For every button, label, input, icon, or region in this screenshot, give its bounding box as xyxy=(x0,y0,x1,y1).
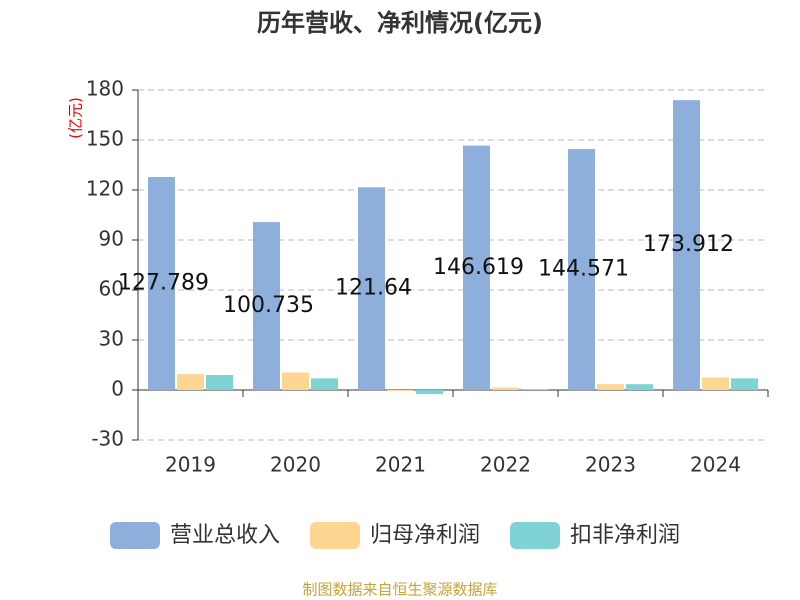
bar xyxy=(492,387,519,390)
x-tick-label: 2023 xyxy=(585,453,636,477)
legend-swatch xyxy=(110,522,160,549)
bar xyxy=(521,389,548,390)
bar xyxy=(597,384,624,390)
bar xyxy=(731,378,758,390)
data-label: 127.789 xyxy=(118,271,209,296)
data-label: 100.735 xyxy=(223,293,314,318)
data-label: 146.619 xyxy=(433,255,524,280)
x-tick-label: 2019 xyxy=(165,453,216,477)
bar xyxy=(177,374,204,390)
bar xyxy=(568,149,595,390)
legend-label: 扣非净利润 xyxy=(570,523,680,548)
bar xyxy=(148,177,175,390)
source-note: 制图数据来自恒生聚源数据库 xyxy=(302,581,497,599)
y-tick-label: -30 xyxy=(91,427,124,451)
bar xyxy=(282,372,309,390)
y-tick-label: 90 xyxy=(99,227,124,251)
data-label: 144.571 xyxy=(538,257,629,282)
y-tick-label: 0 xyxy=(111,377,124,401)
data-label: 121.64 xyxy=(335,276,412,301)
x-tick-label: 2021 xyxy=(375,453,426,477)
y-tick-label: 30 xyxy=(99,327,124,351)
y-axis-label: (亿元) xyxy=(67,97,85,139)
x-tick-label: 2022 xyxy=(480,453,531,477)
y-tick-label: 60 xyxy=(99,277,124,301)
bar xyxy=(673,100,700,390)
x-tick-label: 2020 xyxy=(270,453,321,477)
bar xyxy=(702,377,729,390)
bar xyxy=(311,378,338,390)
legend-swatch xyxy=(510,522,560,549)
bar xyxy=(463,145,490,390)
bar xyxy=(387,390,414,391)
legend-swatch xyxy=(310,522,360,549)
y-tick-label: 180 xyxy=(86,77,124,101)
bar xyxy=(626,384,653,390)
chart-title: 历年营收、净利情况(亿元) xyxy=(257,9,543,37)
y-tick-label: 150 xyxy=(86,127,124,151)
bar xyxy=(206,375,233,390)
bar xyxy=(416,390,443,395)
legend-label: 营业总收入 xyxy=(170,523,280,548)
y-tick-label: 120 xyxy=(86,177,124,201)
bar xyxy=(358,187,385,390)
bar xyxy=(253,222,280,390)
x-tick-label: 2024 xyxy=(690,453,741,477)
data-label: 173.912 xyxy=(643,232,734,257)
legend-label: 归母净利润 xyxy=(370,523,480,548)
